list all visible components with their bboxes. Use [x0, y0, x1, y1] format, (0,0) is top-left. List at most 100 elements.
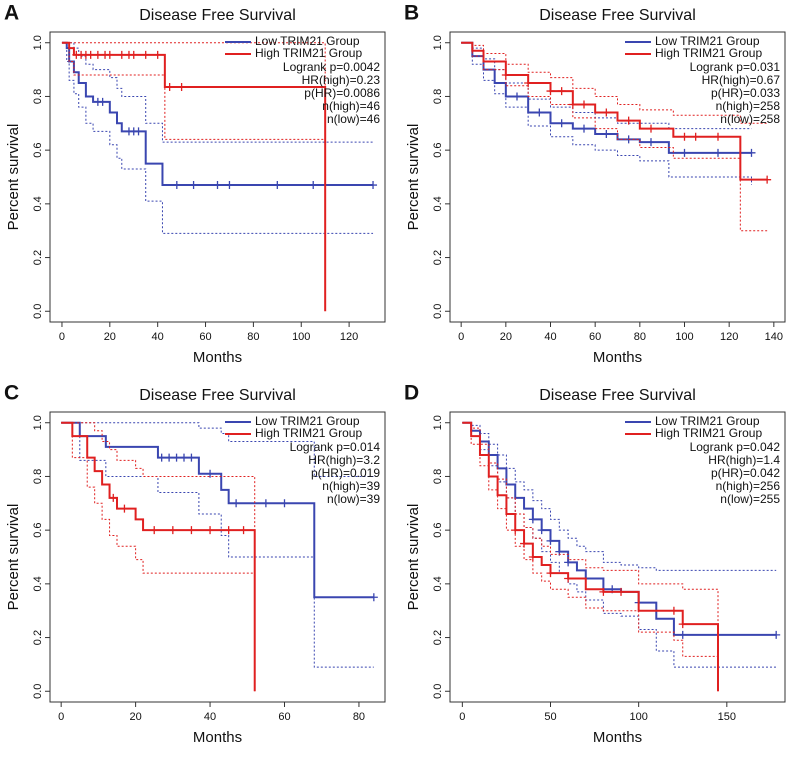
x-tick-label: 80: [353, 711, 365, 723]
censor-mark: [602, 108, 611, 117]
x-axis-label: Months: [593, 349, 642, 366]
censor-mark: [177, 83, 186, 92]
censor-mark: [602, 130, 611, 139]
censor-mark: [691, 132, 700, 141]
censor-mark: [261, 499, 270, 508]
annotation: n(low)=39: [327, 492, 380, 506]
censor-mark: [647, 138, 655, 147]
confidence-line: [462, 422, 777, 571]
censor-mark: [153, 50, 162, 59]
censor-mark: [165, 83, 174, 92]
censor-mark: [546, 87, 555, 96]
censor-mark: [568, 100, 577, 109]
confidence-line: [61, 42, 326, 312]
y-tick-label: 1.0: [32, 415, 44, 430]
censor-mark: [599, 587, 608, 596]
censor-mark: [187, 453, 196, 462]
confidence-line: [461, 42, 752, 186]
x-tick-label: 20: [104, 331, 116, 343]
censor-mark: [763, 175, 772, 184]
confidence-line: [61, 422, 256, 692]
y-tick-label: 1.0: [432, 35, 444, 50]
y-tick-label: 0.4: [32, 576, 44, 591]
annotation: n(high)=46: [322, 99, 380, 113]
censor-mark: [617, 587, 626, 596]
censor-mark: [669, 606, 678, 615]
x-tick-label: 0: [458, 331, 464, 343]
censor-mark: [280, 499, 289, 508]
survival-curve: [461, 41, 768, 181]
censor-mark: [546, 536, 555, 545]
censor-mark: [369, 593, 378, 602]
y-tick-label: 0.0: [32, 304, 44, 319]
censor-mark: [564, 574, 573, 583]
legend-label: High TRIM21 Group: [655, 46, 762, 60]
survival-curve: [61, 421, 256, 692]
censor-mark: [528, 553, 537, 561]
censor-mark: [172, 453, 181, 462]
censor-mark: [747, 148, 756, 157]
annotation: n(low)=255: [720, 492, 780, 506]
x-tick-label: 100: [629, 711, 647, 723]
panel-label: C: [4, 382, 19, 405]
censor-mark: [772, 630, 781, 639]
legend-label: Low TRIM21 Group: [655, 414, 760, 428]
annotation: p(HR)=0.042: [711, 466, 780, 480]
y-tick-label: 0.8: [432, 89, 444, 104]
x-axis-label: Months: [193, 349, 242, 366]
plot-box: [49, 411, 386, 703]
chart-title: Disease Free Survival: [539, 7, 696, 24]
annotation: n(low)=258: [720, 112, 780, 126]
censor-mark: [680, 132, 689, 141]
confidence-line: [461, 42, 768, 232]
censor-mark: [714, 132, 722, 141]
censor-mark: [93, 50, 102, 59]
censor-mark: [165, 453, 174, 462]
chart-title: Disease Free Survival: [139, 387, 296, 404]
annotation: n(high)=258: [716, 99, 781, 113]
y-tick-label: 0.2: [32, 250, 44, 265]
annotation: n(low)=46: [327, 112, 380, 126]
annotation: HR(high)=0.67: [702, 73, 781, 87]
censor-mark: [172, 181, 181, 190]
y-tick-label: 0.8: [432, 469, 444, 484]
y-tick-label: 0.4: [432, 196, 444, 211]
x-tick-label: 20: [500, 331, 512, 343]
confidence-line: [462, 422, 719, 692]
survival-curve: [61, 421, 374, 599]
y-tick-label: 0.6: [432, 522, 444, 537]
panel: C Disease Free Survival 0 20 40 60 80 0.0 0.2 0.4…: [4, 382, 386, 746]
y-tick-label: 0.8: [32, 469, 44, 484]
annotation: n(high)=39: [322, 479, 380, 493]
censor-mark: [524, 79, 533, 88]
censor-mark: [120, 504, 129, 513]
x-tick-label: 20: [129, 711, 141, 723]
annotation: Logrank p=0.0042: [283, 60, 380, 74]
annotation: HR(high)=0.23: [302, 73, 381, 87]
confidence-line: [61, 422, 256, 692]
censor-mark: [98, 97, 107, 106]
confidence-line: [462, 422, 777, 668]
censor-mark: [150, 526, 159, 535]
y-tick-label: 0.4: [432, 576, 444, 591]
y-tick-label: 0.2: [432, 250, 444, 265]
y-axis-label: Percent survival: [5, 124, 22, 231]
y-tick-label: 0.0: [32, 684, 44, 699]
confidence-line: [61, 422, 374, 668]
x-tick-label: 0: [59, 331, 65, 343]
censor-mark: [511, 526, 520, 535]
x-axis-label: Months: [593, 729, 642, 746]
censor-mark: [134, 127, 143, 136]
y-tick-label: 0.6: [32, 142, 44, 157]
x-tick-label: 80: [634, 331, 646, 343]
panel: B Disease Free Survival 0 20 40 60 80 100 120 140…: [404, 2, 786, 366]
censor-mark: [501, 70, 510, 79]
censor-mark: [129, 50, 138, 59]
censor-mark: [232, 499, 241, 508]
annotation: p(HR)=0.0086: [304, 86, 380, 100]
confidence-line: [461, 42, 768, 124]
confidence-line: [61, 42, 374, 234]
chart-title: Disease Free Survival: [139, 7, 296, 24]
x-tick-label: 40: [204, 711, 216, 723]
censor-mark: [105, 50, 114, 59]
